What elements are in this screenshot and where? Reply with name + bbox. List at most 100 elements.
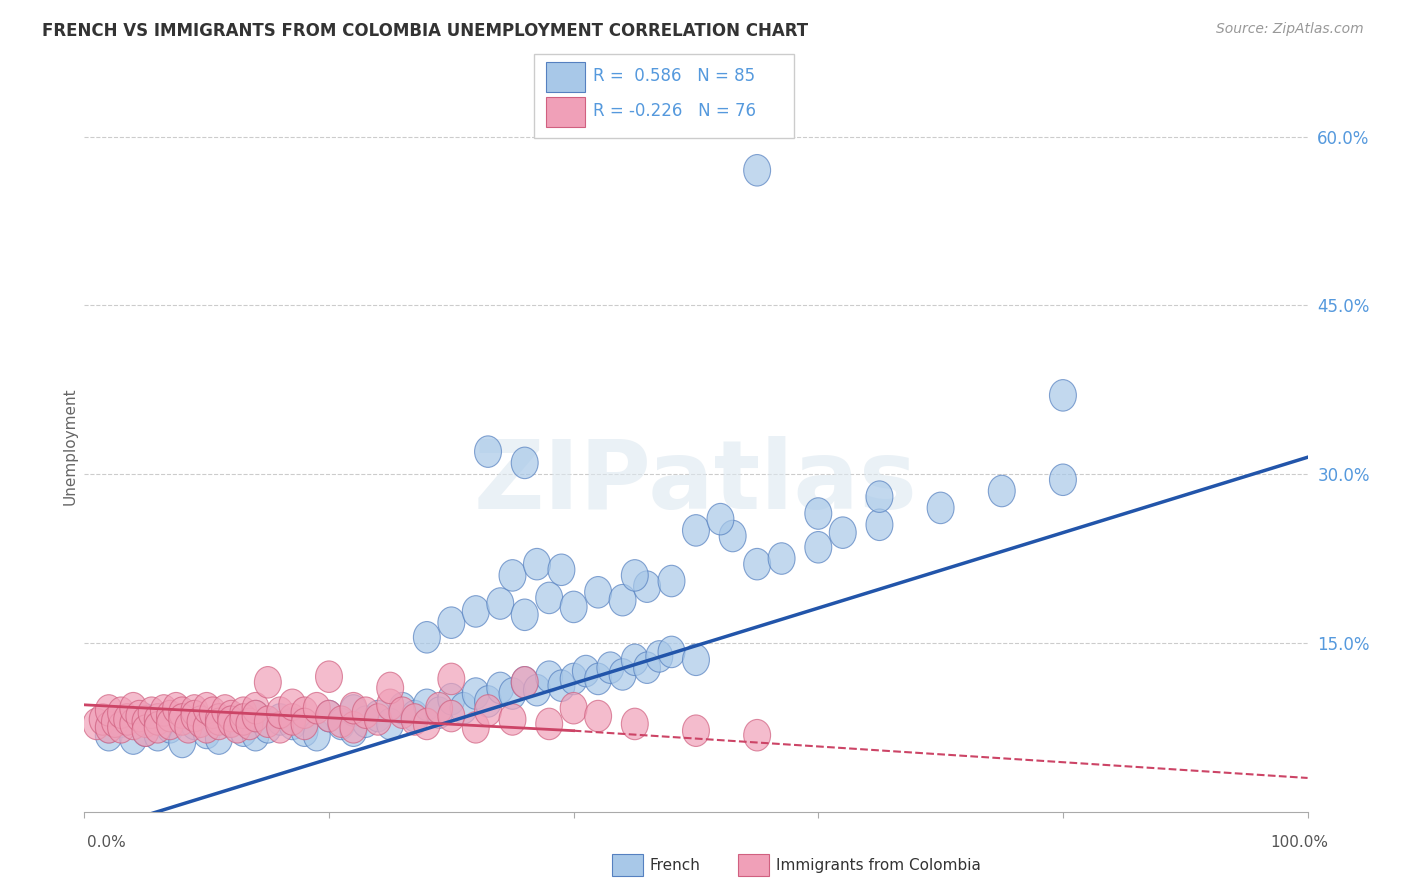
Ellipse shape (866, 481, 893, 512)
Ellipse shape (156, 700, 183, 731)
Ellipse shape (145, 704, 172, 735)
Ellipse shape (340, 715, 367, 747)
Ellipse shape (401, 704, 427, 735)
Ellipse shape (548, 554, 575, 585)
Text: 100.0%: 100.0% (1271, 836, 1329, 850)
Ellipse shape (437, 663, 465, 695)
Ellipse shape (866, 509, 893, 541)
Ellipse shape (634, 571, 661, 602)
Ellipse shape (364, 700, 391, 731)
Ellipse shape (512, 666, 538, 698)
Ellipse shape (278, 708, 305, 739)
Ellipse shape (512, 666, 538, 698)
Ellipse shape (682, 644, 710, 675)
Ellipse shape (340, 712, 367, 743)
Ellipse shape (621, 559, 648, 591)
Ellipse shape (499, 559, 526, 591)
Ellipse shape (205, 708, 232, 739)
Ellipse shape (486, 673, 513, 704)
Ellipse shape (560, 591, 588, 623)
Ellipse shape (156, 712, 183, 743)
Ellipse shape (108, 706, 135, 738)
Ellipse shape (132, 715, 159, 747)
Ellipse shape (96, 695, 122, 726)
Ellipse shape (621, 644, 648, 675)
Text: Immigrants from Colombia: Immigrants from Colombia (776, 858, 981, 872)
Ellipse shape (101, 706, 128, 738)
Ellipse shape (132, 704, 159, 735)
Text: Source: ZipAtlas.com: Source: ZipAtlas.com (1216, 22, 1364, 37)
Ellipse shape (475, 436, 502, 467)
Ellipse shape (200, 697, 226, 729)
Ellipse shape (231, 704, 257, 735)
Ellipse shape (181, 708, 208, 739)
Text: R = -0.226   N = 76: R = -0.226 N = 76 (593, 103, 756, 120)
Ellipse shape (315, 661, 343, 692)
Ellipse shape (132, 715, 159, 747)
Ellipse shape (634, 652, 661, 683)
Ellipse shape (486, 588, 513, 619)
Ellipse shape (389, 692, 416, 724)
Ellipse shape (682, 715, 710, 747)
Ellipse shape (163, 692, 190, 724)
Ellipse shape (450, 692, 477, 724)
Ellipse shape (304, 692, 330, 724)
Ellipse shape (278, 704, 305, 735)
Ellipse shape (804, 532, 832, 563)
Ellipse shape (83, 708, 110, 739)
Ellipse shape (291, 708, 318, 739)
Ellipse shape (254, 706, 281, 738)
Ellipse shape (205, 723, 232, 755)
Ellipse shape (585, 663, 612, 695)
Ellipse shape (218, 706, 245, 738)
Ellipse shape (548, 670, 575, 701)
Ellipse shape (340, 692, 367, 724)
Ellipse shape (475, 686, 502, 717)
Text: French: French (650, 858, 700, 872)
Ellipse shape (242, 700, 269, 731)
Ellipse shape (340, 695, 367, 726)
Ellipse shape (413, 622, 440, 653)
Ellipse shape (720, 520, 747, 552)
Ellipse shape (707, 503, 734, 535)
Text: ZIPatlas: ZIPatlas (474, 436, 918, 529)
Ellipse shape (572, 656, 599, 687)
Ellipse shape (236, 708, 263, 739)
Ellipse shape (927, 492, 955, 524)
Ellipse shape (609, 584, 636, 615)
Ellipse shape (89, 704, 117, 735)
Ellipse shape (426, 697, 453, 729)
Ellipse shape (560, 663, 588, 695)
Text: 0.0%: 0.0% (87, 836, 127, 850)
Ellipse shape (585, 576, 612, 608)
Ellipse shape (658, 566, 685, 597)
Ellipse shape (437, 700, 465, 731)
Ellipse shape (377, 708, 404, 739)
Ellipse shape (463, 712, 489, 743)
Ellipse shape (315, 700, 343, 731)
Ellipse shape (108, 712, 135, 743)
Ellipse shape (181, 695, 208, 726)
Ellipse shape (267, 704, 294, 735)
Ellipse shape (353, 697, 380, 729)
Ellipse shape (499, 678, 526, 709)
Ellipse shape (744, 154, 770, 186)
Text: R =  0.586   N = 85: R = 0.586 N = 85 (593, 67, 755, 85)
Ellipse shape (218, 706, 245, 738)
Ellipse shape (988, 475, 1015, 507)
Ellipse shape (120, 692, 146, 724)
Ellipse shape (437, 683, 465, 715)
Ellipse shape (224, 712, 250, 743)
Ellipse shape (315, 700, 343, 731)
Ellipse shape (804, 498, 832, 529)
Ellipse shape (193, 692, 221, 724)
Ellipse shape (181, 700, 208, 731)
Ellipse shape (278, 689, 305, 721)
Ellipse shape (389, 697, 416, 729)
Ellipse shape (768, 542, 794, 574)
Ellipse shape (682, 515, 710, 546)
Ellipse shape (744, 549, 770, 580)
Ellipse shape (96, 720, 122, 751)
Ellipse shape (254, 712, 281, 743)
Ellipse shape (598, 652, 624, 683)
